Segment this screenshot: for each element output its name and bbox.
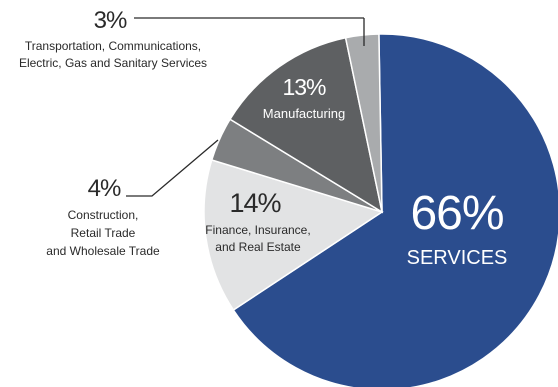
- callout-construction-line3: and Wholesale Trade: [46, 244, 160, 258]
- pie-slice-finance: [203, 159, 384, 312]
- slice-label-manufacturing-percent: 13%: [282, 74, 326, 100]
- pie-slice-transportation: [344, 33, 383, 213]
- slice-label-finance-line1: Finance, Insurance,: [205, 223, 310, 237]
- pie-slices: [203, 33, 558, 387]
- slice-label-finance-percent: 14%: [229, 188, 281, 218]
- pie-slice-manufacturing: [229, 36, 384, 214]
- callout-construction-line2: Retail Trade: [71, 226, 136, 240]
- slice-label-finance-line2: and Real Estate: [215, 240, 301, 254]
- callout-construction-percent: 4%: [88, 175, 121, 202]
- leader-line-construction: [126, 139, 219, 197]
- callout-transportation-line2: Electric, Gas and Sanitary Services: [19, 56, 207, 70]
- callout-transportation-line1: Transportation, Communications,: [25, 39, 201, 53]
- slice-label-manufacturing-name: Manufacturing: [263, 106, 345, 121]
- pie-slice-services: [232, 33, 558, 387]
- slice-label-services-percent: 66%: [410, 187, 503, 240]
- callout-transportation-percent: 3%: [94, 7, 127, 34]
- callout-construction-line1: Construction,: [68, 208, 139, 222]
- slice-label-services-name: SERVICES: [407, 247, 508, 269]
